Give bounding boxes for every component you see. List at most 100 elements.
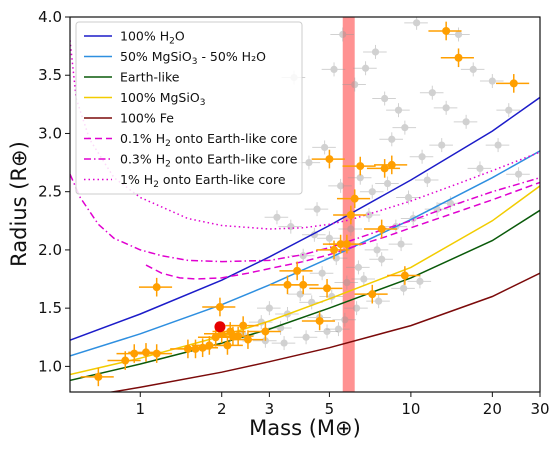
legend-label: Earth-like <box>120 70 180 85</box>
y-tick-label: 4.0 <box>38 8 62 26</box>
legend-label: 0.3% H2 onto Earth-like core <box>120 152 298 170</box>
point-marker <box>347 225 355 233</box>
highlight-point <box>316 240 350 260</box>
background-point <box>334 275 359 290</box>
highlight-point <box>336 189 371 208</box>
x-tick-label: 30 <box>530 400 549 418</box>
highlight-point <box>225 316 259 335</box>
point-marker <box>313 205 321 213</box>
background-point <box>287 287 312 302</box>
y-axis-title: Radius (R⊕) <box>7 141 31 267</box>
point-marker <box>265 304 273 312</box>
point-marker <box>302 333 310 341</box>
model-curve-0 <box>70 96 540 341</box>
point-marker <box>378 255 386 263</box>
background-point <box>391 281 415 296</box>
x-tick-label: 1 <box>135 400 145 418</box>
x-axis-title: Mass (M⊕) <box>249 416 361 440</box>
background-point <box>314 324 339 339</box>
point-marker <box>305 158 313 167</box>
point-marker <box>404 193 413 202</box>
highlight-point <box>215 326 249 346</box>
highlight-point <box>311 149 345 169</box>
background-point <box>293 330 318 345</box>
background-point <box>409 149 434 164</box>
point-marker <box>211 333 220 342</box>
point-marker <box>383 179 392 188</box>
background-point <box>453 114 478 129</box>
point-marker <box>400 284 408 292</box>
background-point <box>321 62 346 77</box>
background-point <box>342 77 366 92</box>
background-point <box>366 294 390 309</box>
shaded-band <box>342 17 355 392</box>
background-point <box>379 132 403 147</box>
highlight-point <box>247 322 281 341</box>
point-marker <box>342 240 351 249</box>
background-point <box>351 272 376 287</box>
point-marker <box>296 290 304 298</box>
highlight-point <box>342 156 376 176</box>
background-point <box>353 61 377 76</box>
point-marker <box>380 164 389 173</box>
point-marker <box>361 64 370 72</box>
x-tick-label: 5 <box>325 400 335 418</box>
background-point <box>271 336 296 351</box>
point-marker <box>442 26 451 35</box>
model-curve-6 <box>70 173 540 263</box>
point-marker <box>299 252 307 260</box>
background-point <box>404 17 428 30</box>
x-tick-label: 3 <box>265 400 275 418</box>
y-tick-label: 2.5 <box>38 183 62 201</box>
point-marker <box>205 341 214 350</box>
point-marker <box>287 223 295 231</box>
highlight-point <box>202 297 236 317</box>
background-point <box>485 138 510 153</box>
point-marker <box>325 234 334 242</box>
point-marker <box>418 153 426 161</box>
background-point <box>347 170 372 185</box>
point-marker <box>323 327 331 336</box>
point-marker <box>368 290 377 299</box>
legend-label: 100% MgSiO3 <box>120 90 205 108</box>
background-point <box>407 274 432 289</box>
point-marker <box>337 182 345 190</box>
point-marker <box>330 65 338 74</box>
highlight-point <box>177 339 211 359</box>
highlight-point <box>496 74 530 93</box>
point-marker <box>215 302 224 311</box>
background-point <box>375 176 399 191</box>
point-marker <box>130 349 139 358</box>
point-marker <box>323 284 332 293</box>
highlight-point <box>230 330 264 349</box>
point-marker <box>397 240 405 248</box>
point-marker <box>509 79 518 88</box>
background-point <box>386 103 410 118</box>
point-marker <box>356 174 364 182</box>
point-marker <box>381 94 389 103</box>
point-marker <box>343 278 351 287</box>
background-point <box>256 301 281 316</box>
highlight-point <box>440 48 474 68</box>
point-marker <box>315 316 324 325</box>
point-marker <box>400 271 409 280</box>
point-marker <box>373 246 381 254</box>
point-marker <box>371 48 380 56</box>
point-marker <box>354 263 363 271</box>
background-point <box>330 27 354 42</box>
background-point <box>369 252 393 267</box>
y-tick-label: 1.0 <box>38 357 62 375</box>
background-point <box>312 140 336 155</box>
featured-point <box>214 321 226 333</box>
highlight-point <box>285 275 319 295</box>
y-tick-label: 1.5 <box>38 299 62 317</box>
background-point <box>372 91 396 106</box>
point-marker <box>121 356 130 365</box>
highlight-point <box>366 159 401 178</box>
highlight-point <box>279 261 313 281</box>
point-marker <box>446 199 455 207</box>
point-marker <box>330 245 339 254</box>
point-marker <box>368 188 376 196</box>
point-marker <box>377 224 386 233</box>
